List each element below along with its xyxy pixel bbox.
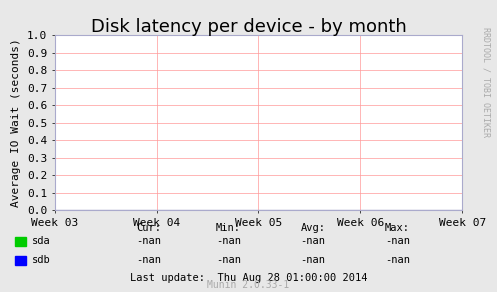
- Y-axis label: Average IO Wait (seconds): Average IO Wait (seconds): [11, 38, 21, 207]
- Text: RRDTOOL / TOBI OETIKER: RRDTOOL / TOBI OETIKER: [482, 27, 491, 137]
- Text: Munin 2.0.33-1: Munin 2.0.33-1: [207, 280, 290, 290]
- Text: Avg:: Avg:: [301, 223, 326, 233]
- Text: -nan: -nan: [137, 236, 162, 246]
- Text: -nan: -nan: [216, 255, 241, 265]
- Text: -nan: -nan: [385, 236, 410, 246]
- Text: Min:: Min:: [216, 223, 241, 233]
- Text: sdb: sdb: [32, 255, 51, 265]
- Text: -nan: -nan: [216, 236, 241, 246]
- Text: -nan: -nan: [301, 236, 326, 246]
- Text: -nan: -nan: [301, 255, 326, 265]
- Text: -nan: -nan: [137, 255, 162, 265]
- Text: Last update:  Thu Aug 28 01:00:00 2014: Last update: Thu Aug 28 01:00:00 2014: [130, 273, 367, 283]
- Text: Cur:: Cur:: [137, 223, 162, 233]
- Text: sda: sda: [32, 236, 51, 246]
- Text: -nan: -nan: [385, 255, 410, 265]
- Text: Disk latency per device - by month: Disk latency per device - by month: [90, 18, 407, 36]
- Text: Max:: Max:: [385, 223, 410, 233]
